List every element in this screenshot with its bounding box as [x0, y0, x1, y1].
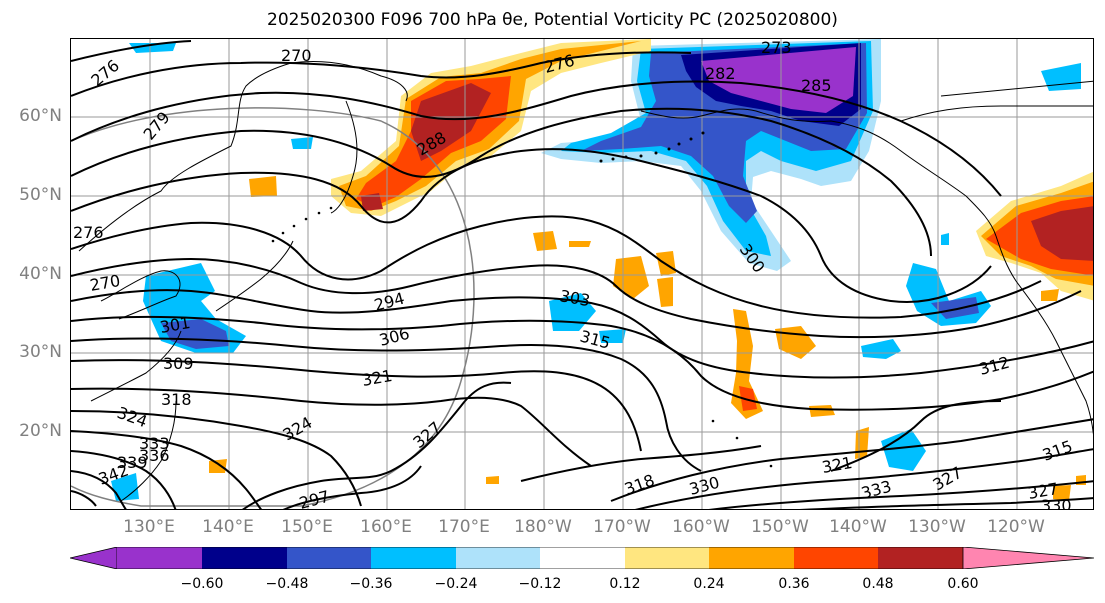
- pv-positive-blob-3: [657, 277, 673, 307]
- colorbar-bin-8: [709, 547, 794, 569]
- reference-circle: [71, 107, 475, 507]
- pv-positive-blob-12: [1041, 289, 1059, 301]
- lon-label-140w: 140°W: [829, 517, 887, 537]
- map-canvas: 270 276 279 276 288 282 285 273 276 309 …: [71, 39, 1093, 510]
- pv-positive-blob-4: [731, 309, 763, 419]
- pv-shading: [111, 39, 1093, 501]
- lat-label-60n: 60°N: [19, 106, 62, 126]
- pv-positive-darkred-2: [361, 193, 383, 211]
- colorbar-tick-m036: −0.36: [349, 576, 393, 592]
- pv-negative-blob-small3: [111, 473, 139, 501]
- lon-label-170e: 170°E: [438, 517, 490, 537]
- contour-label-321-a: 321: [360, 366, 393, 390]
- pv-negative-purple: [701, 47, 856, 113]
- contour-label-324-c: 327: [930, 463, 966, 495]
- colorbar-tick-m060: −0.60: [180, 576, 224, 592]
- lon-label-140e: 140°E: [202, 517, 254, 537]
- pv-negative-blob-small4: [941, 233, 949, 245]
- contour-label-270: 270: [281, 46, 312, 65]
- lon-label-160w: 160°W: [672, 517, 730, 537]
- colorbar-tick-m024: −0.24: [434, 576, 478, 592]
- pv-positive-darkred: [411, 83, 491, 161]
- contour-label-339: 339: [117, 453, 148, 472]
- colorbar-bin-1: [117, 547, 202, 569]
- pv-negative-blob-hawaii: [861, 339, 901, 359]
- colorbar-bin-6: [540, 547, 625, 569]
- colorbar-bin-4: [371, 547, 456, 569]
- lon-label-120w: 120°W: [987, 517, 1045, 537]
- lat-label-20n: 20°N: [19, 421, 62, 441]
- lon-label-180w: 180°W: [514, 517, 572, 537]
- pv-positive-blob-9: [809, 405, 835, 417]
- colorbar-tick-p060: 0.60: [947, 576, 979, 592]
- pv-positive-blob-14: [486, 476, 499, 484]
- chart-title: 2025020300 F096 700 hPa θe, Potential Vo…: [267, 10, 838, 30]
- pv-negative-blob-japan-blue: [161, 319, 229, 349]
- lon-label-160e: 160°E: [360, 517, 412, 537]
- lon-label-170w: 170°W: [593, 517, 651, 537]
- graticule: [71, 39, 1093, 509]
- pv-positive-blob-4-red: [739, 386, 757, 411]
- colorbar-bin-9: [794, 547, 878, 569]
- pv-positive-blob-1: [613, 256, 649, 299]
- pv-negative-blob-se: [881, 429, 926, 471]
- colorbar-tick-m012: −0.12: [518, 576, 562, 592]
- contour-label-285: 285: [801, 76, 832, 95]
- colorbar-bin-7: [625, 547, 709, 569]
- colorbar-tick-p036: 0.36: [778, 576, 810, 592]
- pv-negative-blob-tl2: [1041, 63, 1081, 91]
- map-panel: 270 276 279 276 288 282 285 273 276 309 …: [70, 38, 1094, 510]
- aleutian-islands: [271, 131, 773, 468]
- contour-label-318-b: 318: [622, 470, 657, 498]
- colorbar-bin-10: [878, 547, 963, 569]
- contour-label-330: 330: [687, 473, 721, 499]
- contour-label-306: 306: [377, 324, 411, 350]
- lat-label-50n: 50°N: [19, 185, 62, 205]
- contour-label-270-b: 270: [88, 271, 121, 295]
- pv-positive-blob-11: [209, 459, 227, 473]
- contour-label-321-b: 321: [820, 453, 853, 477]
- colorbar-bin-5: [456, 547, 540, 569]
- contour-label-333-b: 333: [859, 477, 893, 503]
- coastlines: [78, 61, 1093, 502]
- colorbar-max-arrow: [962, 547, 1094, 569]
- contour-label-312: 312: [977, 353, 1011, 379]
- contour-label-276-a: 276: [87, 56, 123, 90]
- contour-label-297: 297: [297, 487, 331, 510]
- colorbar-tick-m048: −0.48: [265, 576, 309, 592]
- contour-label-273: 273: [761, 39, 792, 57]
- lon-label-150e: 150°E: [281, 517, 333, 537]
- lat-label-40n: 40°N: [19, 264, 62, 284]
- lat-label-30n: 30°N: [19, 342, 62, 362]
- pv-positive-nw-darkred: [1031, 206, 1093, 261]
- contour-label-318-a: 318: [161, 390, 192, 409]
- colorbar-tick-p048: 0.48: [862, 576, 894, 592]
- colorbar: [70, 547, 1094, 569]
- contour-label-315-b: 315: [1040, 436, 1075, 464]
- lon-label-130e: 130°E: [123, 517, 175, 537]
- contour-label-276-c: 276: [73, 223, 104, 242]
- pv-negative-blob-small2: [599, 329, 626, 343]
- lon-label-150w: 150°W: [751, 517, 809, 537]
- lon-label-130w: 130°W: [908, 517, 966, 537]
- pv-positive-blob-15: [1053, 485, 1071, 501]
- colorbar-tick-p012: 0.12: [609, 576, 641, 592]
- pv-positive-blob-8: [569, 241, 591, 247]
- pv-positive-blob-7: [249, 176, 277, 197]
- contour-label-324-a: 324: [115, 403, 150, 431]
- contour-label-327-a: 327: [409, 418, 445, 452]
- contour-label-336: 336: [139, 446, 170, 465]
- pv-negative-blob-small1: [291, 137, 313, 149]
- contour-label-282: 282: [705, 64, 736, 83]
- colorbar-bin-2: [202, 547, 287, 569]
- contour-label-333-a: 333: [139, 434, 170, 453]
- pv-negative-blob-bc-blue: [931, 297, 979, 319]
- colorbar-bin-3: [287, 547, 371, 569]
- colorbar-tick-p024: 0.24: [693, 576, 725, 592]
- colorbar-min-arrow: [70, 547, 118, 569]
- pv-positive-blob-6: [533, 231, 557, 251]
- contour-label-330-b: 330: [1041, 496, 1072, 510]
- theta-e-contours: [71, 40, 1093, 509]
- contour-label-309: 309: [163, 354, 194, 373]
